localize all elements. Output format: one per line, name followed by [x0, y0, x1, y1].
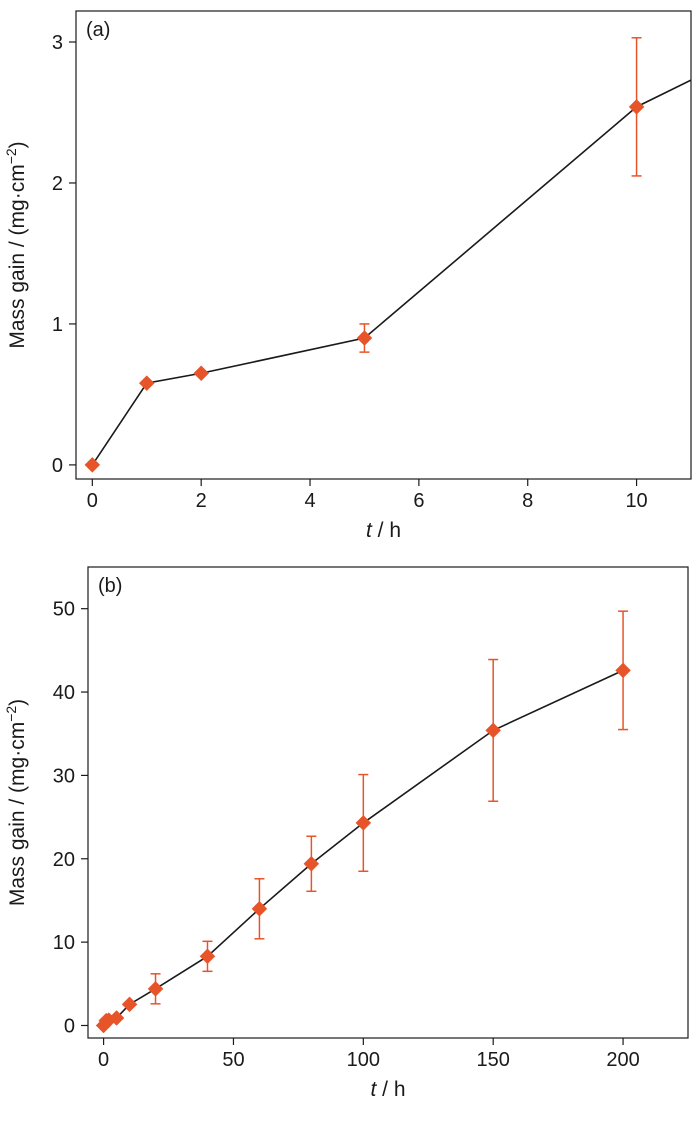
y-axis-label: Mass gain / (mg·cm−2) — [3, 699, 29, 906]
y-axis-label-close: ) — [6, 699, 29, 706]
x-axis-label-unit: / h — [372, 519, 401, 542]
plot-frame — [87, 566, 689, 1039]
chart-panel-b: 0 50 100 150 200 0 10 20 30 40 50 t / h Mass gain / … — [3, 566, 689, 1101]
x-axis-label-symbol: t — [370, 1078, 377, 1101]
chart-panel-a: 0 2 4 6 8 10 0 1 2 3 t / h Mass gain / (mg·cm−2) (a) — [3, 10, 692, 542]
data-point — [199, 948, 216, 965]
x-tick-label: 50 — [222, 1049, 244, 1071]
data-point — [147, 980, 164, 997]
data-point — [356, 330, 373, 346]
data-point — [121, 996, 138, 1013]
x-axis-label-symbol: t — [366, 519, 373, 542]
y-tick-label: 10 — [53, 932, 75, 954]
x-axis-label: t / h — [370, 1078, 405, 1101]
panel-label: (b) — [98, 575, 122, 597]
data-point — [251, 900, 268, 917]
data-point — [193, 365, 210, 382]
y-axis-label: Mass gain / (mg·cm−2) — [3, 141, 29, 348]
x-tick-label: 10 — [625, 490, 647, 512]
y-tick-label: 0 — [64, 1015, 75, 1037]
x-tick-label: 6 — [413, 490, 424, 512]
data-point — [108, 1010, 125, 1026]
x-tick-label: 4 — [304, 490, 315, 512]
y-tick-label: 2 — [52, 173, 63, 195]
x-tick-label: 200 — [606, 1049, 639, 1071]
y-tick-label: 0 — [52, 455, 63, 477]
x-tick-label: 2 — [196, 490, 207, 512]
data-point — [355, 815, 372, 831]
y-axis-label-text: Mass gain / (mg·cm — [6, 722, 29, 906]
y-tick-label: 3 — [52, 32, 63, 54]
y-tick-label: 20 — [53, 849, 75, 871]
y-axis-label-superscript: −2 — [3, 148, 19, 164]
data-point — [303, 855, 320, 872]
y-tick-label: 1 — [52, 314, 63, 336]
panel-label: (a) — [86, 19, 110, 41]
y-tick-label: 30 — [53, 765, 75, 787]
x-tick-label: 0 — [98, 1049, 109, 1071]
data-point — [615, 662, 631, 679]
y-axis-label-text: Mass gain / (mg·cm — [6, 164, 29, 348]
x-tick-label: 8 — [522, 490, 533, 512]
data-point — [138, 375, 155, 391]
x-axis-label: t / h — [366, 519, 401, 542]
data-point — [628, 99, 645, 115]
series-line — [91, 79, 691, 466]
x-axis-label-unit: / h — [376, 1078, 405, 1101]
y-axis-label-superscript: −2 — [3, 706, 19, 722]
y-tick-label: 50 — [53, 599, 75, 621]
x-tick-label: 0 — [87, 490, 98, 512]
data-point — [485, 722, 502, 739]
x-tick-label: 150 — [477, 1049, 510, 1071]
y-tick-label: 40 — [53, 682, 75, 704]
y-axis-label-close: ) — [6, 141, 29, 148]
plot-frame — [75, 10, 692, 480]
x-tick-label: 100 — [347, 1049, 380, 1071]
data-point — [84, 457, 101, 473]
